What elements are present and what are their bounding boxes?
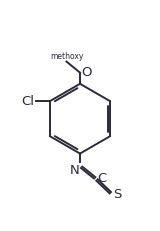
Text: O: O	[82, 66, 92, 79]
Text: N: N	[69, 164, 79, 177]
Text: S: S	[113, 188, 121, 201]
Text: C: C	[97, 173, 106, 185]
Text: methoxy: methoxy	[51, 52, 84, 61]
Text: Cl: Cl	[21, 95, 34, 108]
